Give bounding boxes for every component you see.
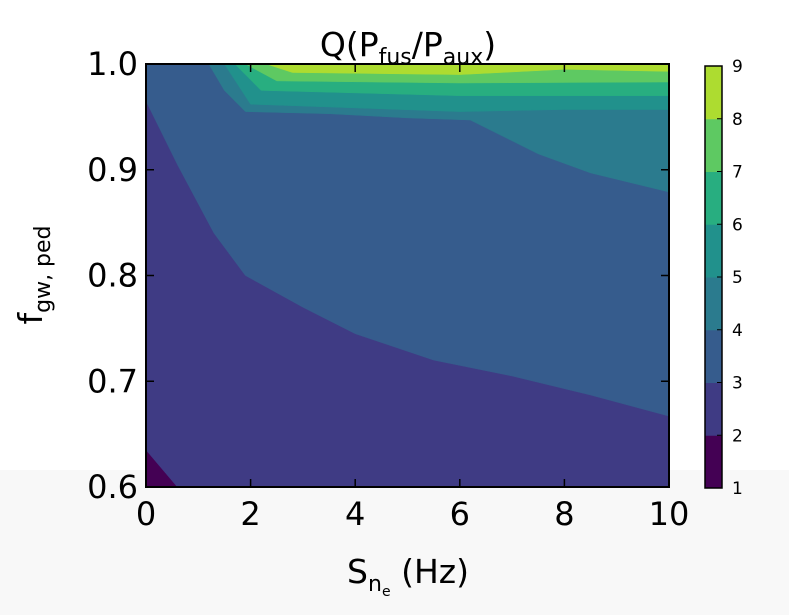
colorbar-tick-label: 5: [732, 268, 743, 288]
x-axis-ticks: 0 2 4 6 8 10: [136, 64, 690, 533]
colorbar-band: [705, 435, 722, 489]
colorbar-tick-label: 7: [732, 163, 743, 183]
y-axis-label: fgw, ped: [11, 225, 56, 324]
colorbar-band: [705, 382, 722, 436]
y-axis-ticks: 0.6 0.7 0.8 0.9 1.0: [87, 45, 669, 506]
plot-area: 0 2 4 6 8 10 0.6 0.7 0.8 0.9 1.0: [87, 45, 689, 533]
colorbar-tick-label: 2: [732, 426, 743, 446]
x-axis-label: Sne (Hz): [347, 552, 469, 600]
y-tick-label: 0.9: [87, 151, 138, 189]
x-tick-label: 6: [450, 495, 470, 533]
x-tick-label: 2: [240, 495, 260, 533]
y-tick-label: 0.8: [87, 257, 138, 295]
colorbar-bands: [705, 66, 722, 489]
colorbar-band: [705, 66, 722, 120]
colorbar-ticks: 1 2 3 4 5 6 7 8 9: [717, 57, 743, 499]
x-tick-label: 10: [649, 495, 690, 533]
contour-fills: [145, 63, 670, 488]
colorbar-band: [705, 171, 722, 225]
colorbar-tick-label: 3: [732, 374, 743, 394]
colorbar: 1 2 3 4 5 6 7 8 9: [704, 57, 743, 499]
colorbar-band: [705, 329, 722, 383]
colorbar-tick-label: 8: [732, 110, 743, 130]
colorbar-tick-label: 6: [732, 215, 743, 235]
colorbar-band: [705, 224, 722, 278]
colorbar-tick-label: 1: [732, 479, 743, 499]
colorbar-tick-label: 4: [732, 321, 743, 341]
y-tick-label: 0.7: [87, 362, 138, 400]
colorbar-tick-label: 9: [732, 57, 743, 77]
colorbar-band: [705, 277, 722, 331]
y-tick-label: 0.6: [87, 468, 138, 506]
x-tick-label: 0: [136, 495, 156, 533]
x-tick-label: 4: [345, 495, 365, 533]
x-tick-label: 8: [554, 495, 574, 533]
colorbar-band: [705, 118, 722, 172]
chart-title: Q(Pfus/Paux): [320, 25, 496, 70]
y-tick-label: 1.0: [87, 45, 138, 83]
